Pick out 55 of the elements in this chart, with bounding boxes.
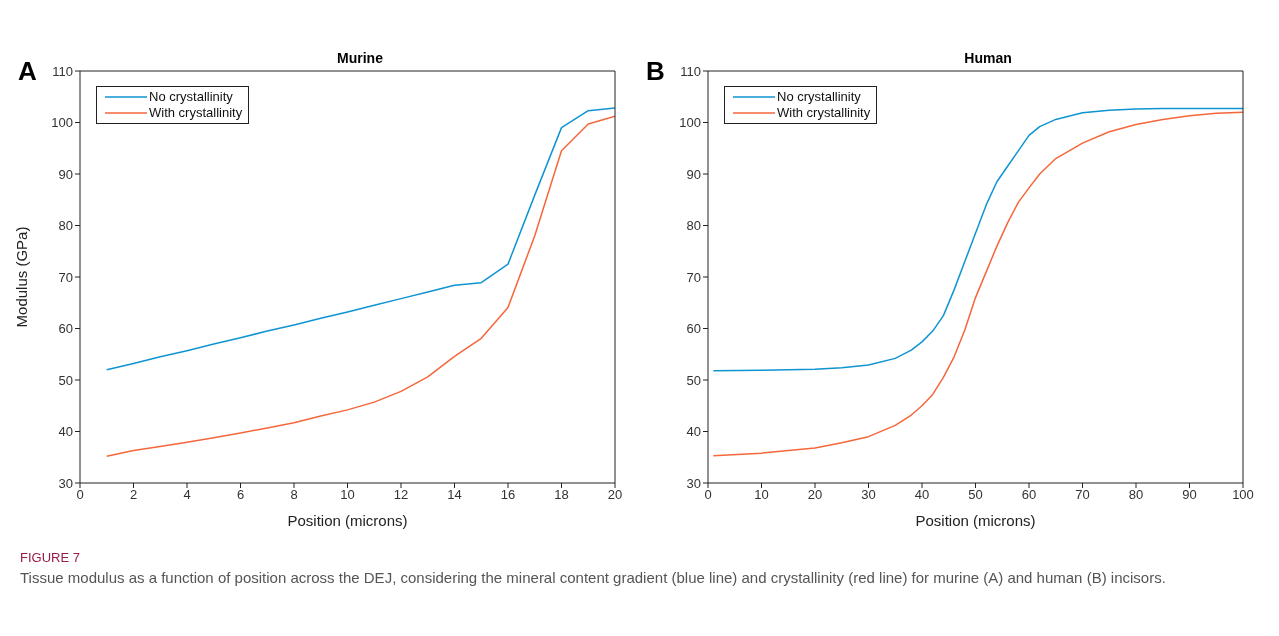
chart-title: Murine [336, 50, 384, 66]
y-tick-label: 100 [679, 115, 701, 131]
x-tick-label: 16 [500, 487, 516, 503]
x-tick-label: 70 [1075, 487, 1090, 503]
x-tick-label: 20 [807, 487, 823, 503]
y-tick-label: 40 [58, 424, 73, 440]
x-tick-label: 20 [607, 487, 623, 503]
y-axis-title: Modulus (GPa) [13, 226, 31, 328]
x-tick-label: 60 [1021, 487, 1037, 503]
x-tick-label: 14 [447, 487, 462, 503]
legend-label: No crystallinity [777, 89, 861, 105]
y-tick-label: 30 [686, 475, 701, 491]
line-series [106, 107, 615, 371]
x-tick-label: 10 [340, 487, 355, 503]
y-tick-label: 40 [686, 424, 701, 440]
x-axis-title: Position (microns) [287, 512, 408, 529]
y-tick-label: 100 [51, 115, 73, 131]
x-tick-label: 10 [754, 487, 769, 503]
y-tick-label: 30 [58, 475, 73, 491]
x-tick-label: 0 [76, 487, 84, 503]
y-tick-label: 110 [52, 63, 73, 79]
y-tick-label: 110 [680, 63, 701, 79]
x-tick-label: 30 [861, 487, 876, 503]
y-tick-label: 50 [686, 372, 701, 388]
x-tick-label: 0 [704, 487, 712, 503]
line-series [712, 107, 1243, 372]
x-tick-label: 80 [1128, 487, 1144, 503]
x-tick-label: 6 [236, 487, 245, 503]
legend-label: With crystallinity [777, 105, 871, 121]
y-tick-label: 50 [58, 372, 73, 388]
y-tick-label: 90 [686, 166, 701, 182]
text: A [18, 56, 37, 87]
y-tick-label: 70 [686, 269, 701, 285]
x-tick-label: 2 [129, 487, 138, 503]
x-tick-label: 40 [914, 487, 930, 503]
x-tick-label: 18 [554, 487, 569, 503]
x-tick-label: 50 [968, 487, 983, 503]
legend-label: No crystallinity [149, 89, 233, 105]
y-tick-label: 90 [58, 166, 73, 182]
y-tick-label: 80 [686, 218, 701, 234]
x-tick-label: 100 [1232, 487, 1254, 503]
x-tick-label: 4 [183, 487, 191, 503]
y-tick-label: 60 [58, 321, 73, 337]
x-tick-label: 90 [1182, 487, 1197, 503]
caption: FIGURE 7 [20, 550, 81, 565]
x-tick-label: 8 [290, 487, 298, 503]
y-tick-label: 80 [58, 218, 73, 234]
y-tick-label: 60 [686, 321, 701, 337]
legend-label: With crystallinity [149, 105, 243, 121]
x-axis-title: Position (microns) [915, 512, 1036, 529]
text: B [646, 56, 665, 87]
chart-title: Human [963, 50, 1013, 66]
text: Tissue modulus as a function of position across the DEJ, considering the mineral content gradient (blue line) and crystallinity (red line) for murine (A) and human (B) incisors. [20, 569, 1167, 586]
x-tick-label: 12 [393, 487, 409, 503]
y-tick-label: 70 [58, 269, 73, 285]
